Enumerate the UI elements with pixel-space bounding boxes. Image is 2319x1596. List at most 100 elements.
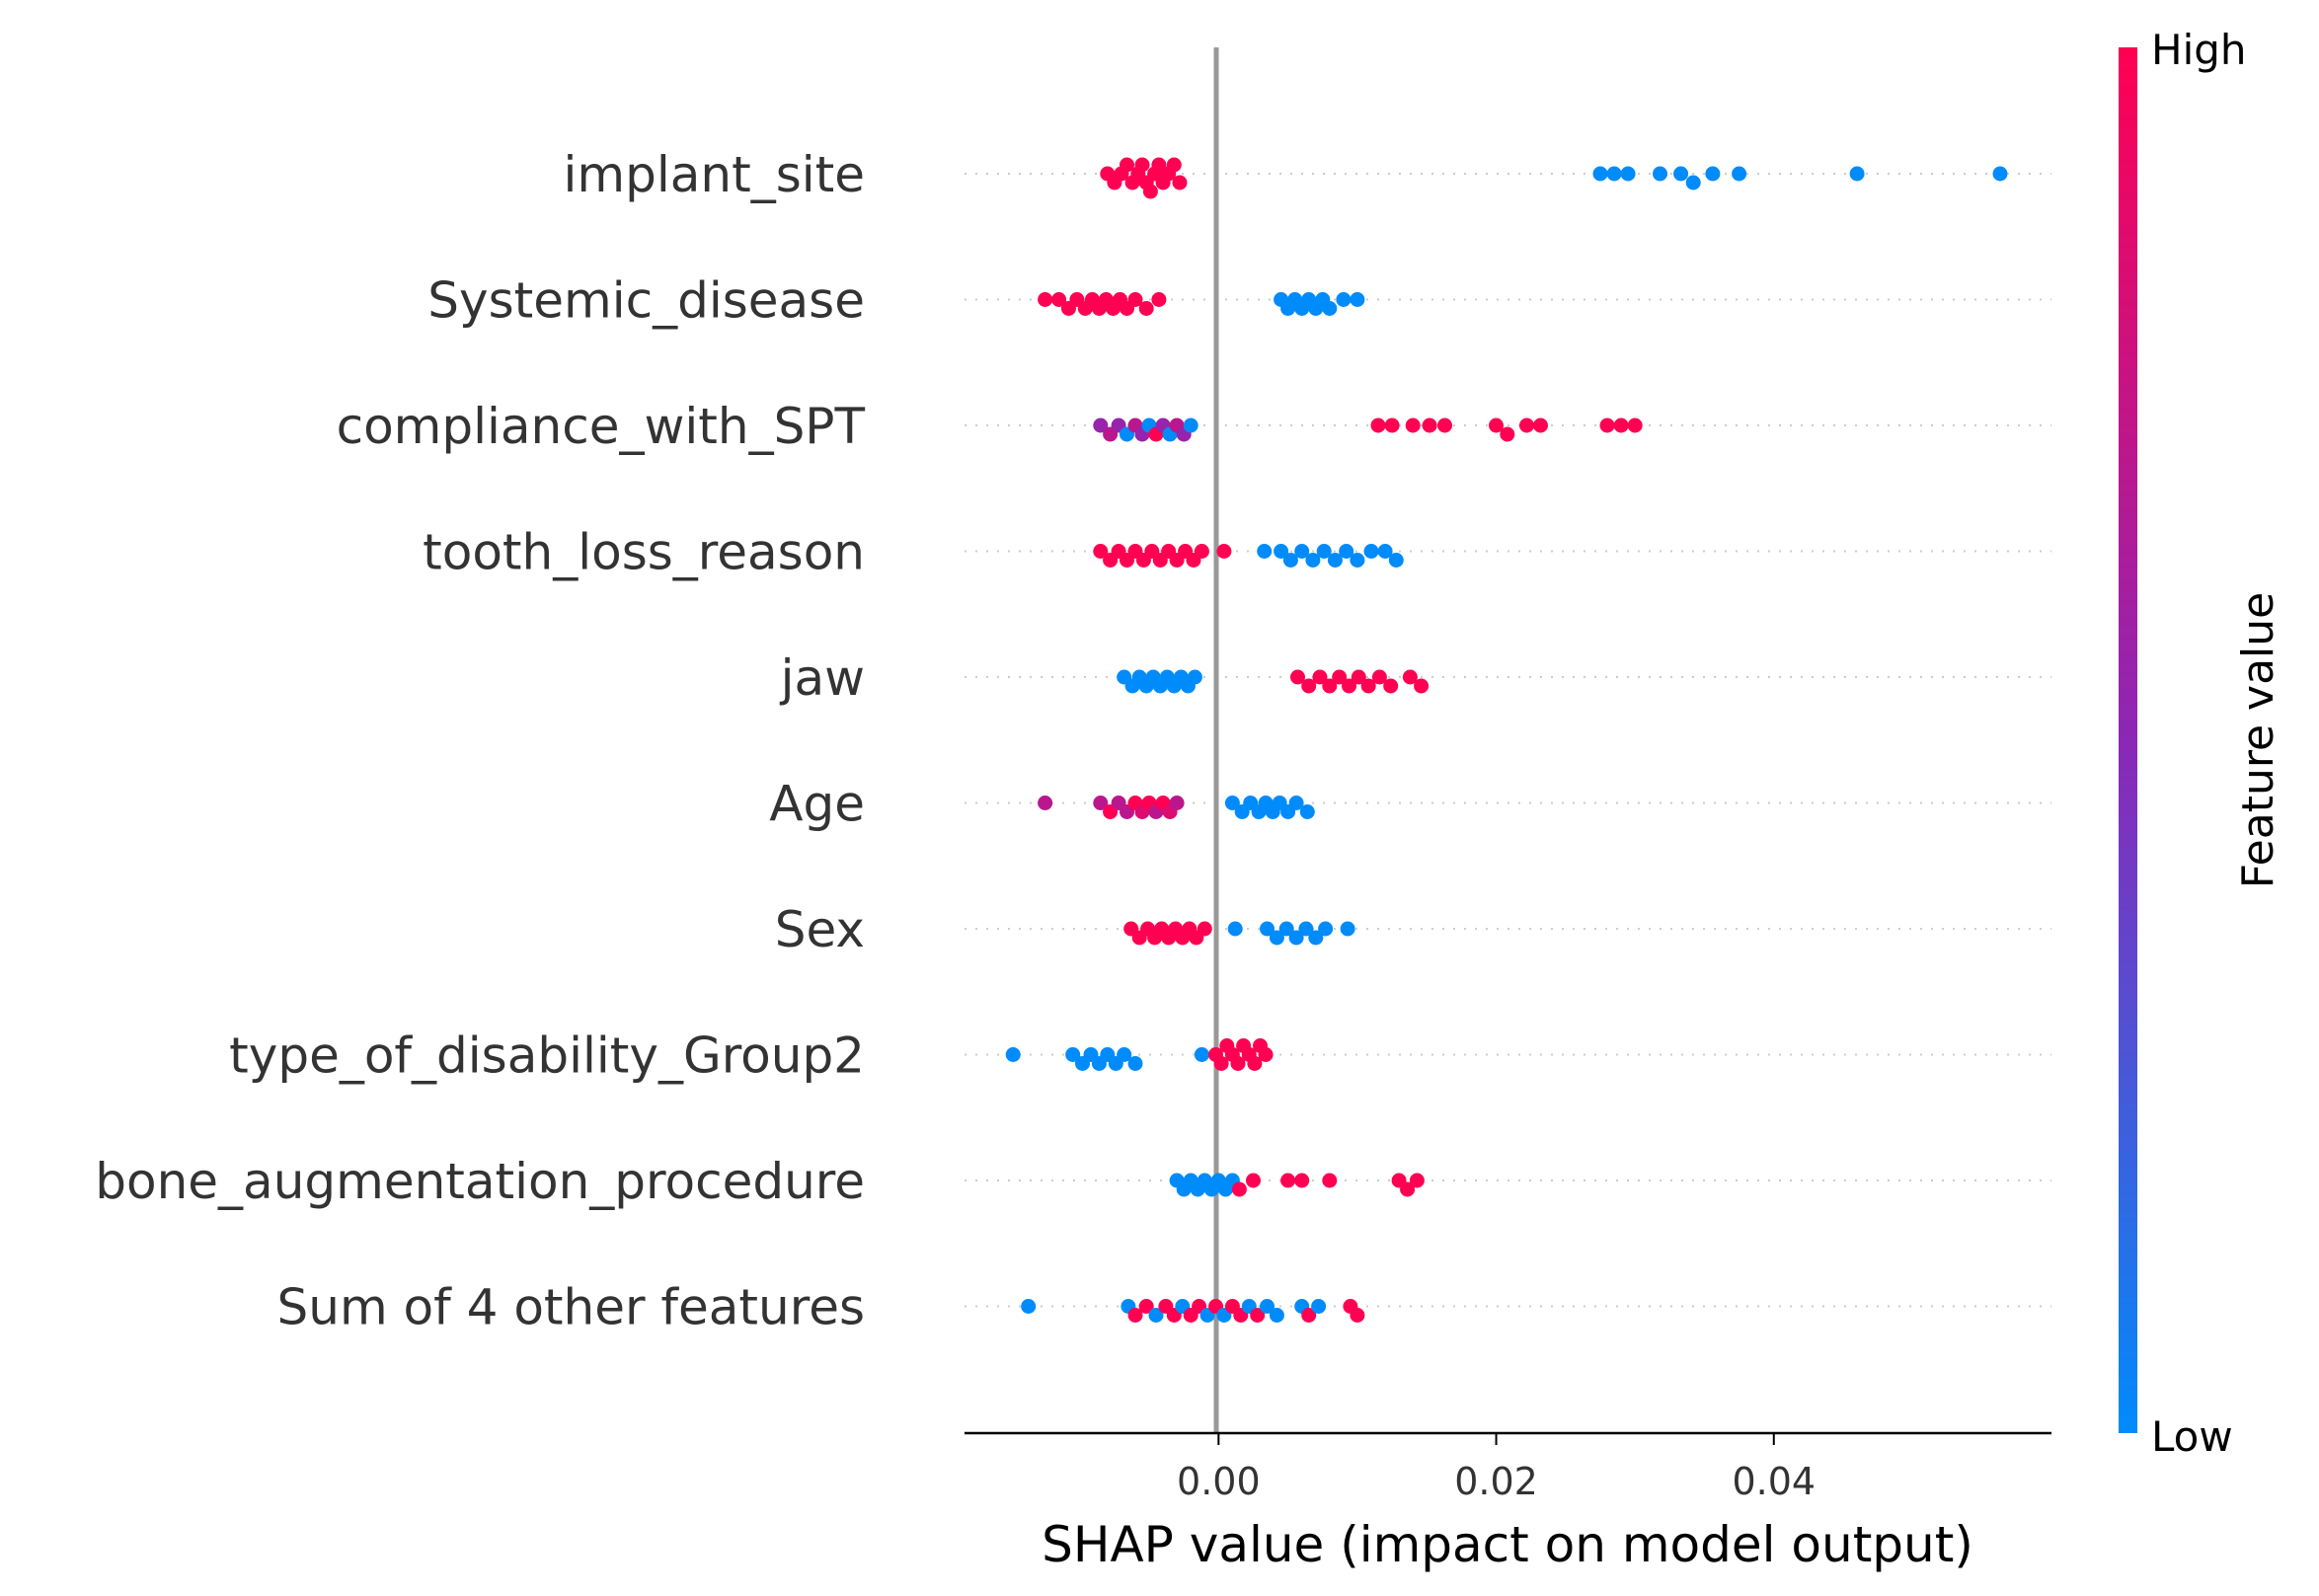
data-point: [1327, 553, 1343, 568]
data-point: [1350, 292, 1365, 307]
data-point: [1231, 1181, 1247, 1197]
data-point: [1213, 1056, 1229, 1071]
data-point: [1127, 1308, 1143, 1323]
data-point: [1653, 166, 1667, 182]
data-point: [1599, 418, 1615, 433]
data-point: [1311, 1299, 1327, 1314]
data-point: [1260, 1299, 1275, 1314]
feature-label: implant_site: [564, 146, 865, 203]
data-point: [1224, 796, 1240, 810]
data-point: [1673, 166, 1689, 182]
data-point: [1350, 1308, 1365, 1323]
data-point: [1278, 921, 1294, 937]
data-point: [1299, 804, 1315, 819]
data-point: [1422, 418, 1437, 433]
data-point: [1377, 544, 1393, 559]
data-point: [1489, 418, 1504, 433]
data-point: [1705, 166, 1721, 182]
data-point: [1247, 1056, 1263, 1071]
data-point: [1166, 157, 1182, 173]
data-point: [1257, 544, 1273, 559]
data-point: [1148, 1308, 1164, 1323]
data-point: [1038, 796, 1053, 810]
feature-label: type_of_disability_Group2: [229, 1027, 865, 1085]
data-point: [1197, 921, 1212, 937]
data-point: [1250, 1308, 1266, 1323]
data-point: [1187, 669, 1202, 685]
feature-label: compliance_with_SPT: [337, 398, 866, 455]
data-point: [1322, 301, 1338, 316]
data-point: [1151, 157, 1167, 173]
data-point: [1169, 796, 1185, 810]
data-point: [1383, 678, 1399, 694]
data-point: [1732, 166, 1747, 182]
feature-label: Age: [769, 776, 865, 833]
data-point: [1340, 921, 1355, 937]
x-tick-label: 0.02: [1454, 1460, 1538, 1503]
feature-label: jaw: [780, 649, 865, 707]
data-point: [1339, 544, 1354, 559]
data-point: [1258, 1047, 1274, 1062]
data-point: [1519, 418, 1534, 433]
data-point: [1301, 678, 1317, 694]
x-axis-ticks: 0.00 0.02 0.04: [1177, 1433, 1816, 1503]
data-point: [1269, 1308, 1284, 1323]
data-point: [1183, 418, 1198, 433]
data-point: [1290, 669, 1305, 685]
x-axis-label: SHAP value (impact on model output): [1042, 1516, 1973, 1573]
data-point: [1294, 1173, 1310, 1188]
data-point: [1117, 1047, 1132, 1062]
data-point: [1363, 544, 1379, 559]
data-point: [1685, 175, 1701, 190]
data-point: [1138, 301, 1154, 316]
feature-rows: implant_site Systemic_disease compliance_w…: [95, 146, 2051, 1336]
data-points: [1005, 157, 2008, 1323]
data-point: [1127, 1056, 1143, 1071]
colorbar-title: Feature value: [2233, 592, 2283, 888]
data-point: [1533, 418, 1548, 433]
data-point: [1093, 418, 1109, 433]
data-point: [1151, 292, 1167, 307]
data-point: [1005, 1047, 1021, 1062]
data-point: [1992, 166, 2008, 182]
feature-label: bone_augmentation_procedure: [95, 1153, 865, 1210]
data-point: [1849, 166, 1865, 182]
data-point: [1388, 553, 1404, 568]
data-point: [1384, 418, 1400, 433]
data-point: [1620, 166, 1636, 182]
data-point: [1194, 544, 1209, 559]
data-point: [1142, 184, 1158, 199]
data-point: [1402, 669, 1418, 685]
data-point: [1065, 1047, 1081, 1062]
data-point: [1288, 796, 1304, 810]
feature-label: Sex: [775, 901, 865, 958]
x-tick-label: 0.00: [1177, 1460, 1261, 1503]
data-point: [1298, 921, 1314, 937]
data-point: [1274, 544, 1289, 559]
data-point: [1351, 669, 1366, 685]
colorbar-low-label: Low: [2151, 1412, 2233, 1461]
feature-label: Systemic_disease: [427, 272, 865, 330]
data-point: [1216, 544, 1232, 559]
colorbar-high-label: High: [2151, 26, 2247, 74]
data-point: [1269, 930, 1284, 946]
data-point: [1322, 678, 1338, 694]
data-point: [1350, 553, 1365, 568]
data-point: [1336, 292, 1352, 307]
data-point: [1021, 1299, 1037, 1314]
data-point: [1606, 166, 1622, 182]
data-point: [1437, 418, 1452, 433]
data-point: [1360, 678, 1376, 694]
data-point: [1316, 544, 1332, 559]
data-point: [1332, 669, 1348, 685]
data-point: [1409, 1173, 1425, 1188]
data-point: [1500, 426, 1515, 442]
data-point: [1120, 157, 1134, 173]
data-point: [1342, 678, 1356, 694]
data-point: [1322, 1173, 1338, 1188]
data-point: [1592, 166, 1608, 182]
data-point: [1405, 418, 1421, 433]
data-point: [1414, 678, 1430, 694]
colorbar: [2119, 47, 2137, 1433]
